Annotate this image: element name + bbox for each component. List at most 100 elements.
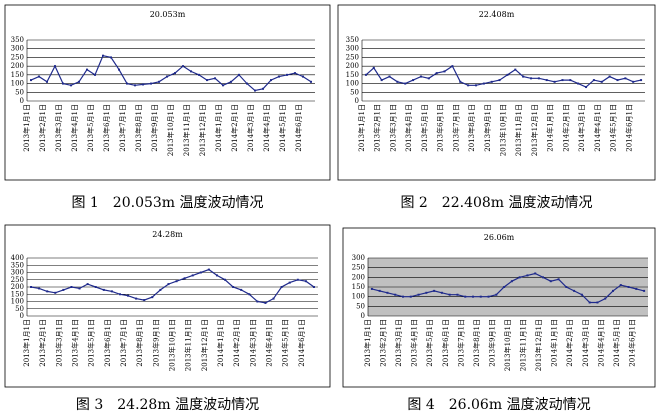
data-point: [380, 79, 383, 82]
data-point: [619, 284, 622, 287]
y-tick-label: 50: [15, 305, 24, 313]
data-point: [561, 79, 564, 82]
data-point: [296, 278, 299, 281]
data-point: [118, 68, 120, 71]
x-tick-label: 2013年12月1日: [530, 104, 539, 156]
data-point: [479, 295, 482, 298]
data-point: [451, 65, 454, 68]
y-tick-label: 250: [346, 53, 359, 61]
x-tick-label: 2013年1月1日: [22, 319, 31, 367]
data-point: [600, 80, 603, 83]
y-tick-label: 300: [11, 45, 24, 53]
data-point: [396, 80, 399, 83]
data-point: [78, 80, 80, 83]
data-point: [542, 276, 544, 279]
data-point: [417, 293, 420, 296]
x-tick-label: 2014年3月1日: [246, 104, 255, 152]
data-point: [530, 77, 533, 80]
data-point: [248, 293, 251, 296]
y-tick-label: 300: [11, 269, 24, 277]
x-tick-label: 2013年7月1日: [118, 104, 127, 152]
x-tick-label: 2013年8月1日: [472, 319, 481, 367]
y-tick-label: 200: [346, 62, 359, 70]
x-tick-label: 2013年9月1日: [150, 104, 159, 152]
x-tick-label: 2013年1月1日: [363, 319, 372, 367]
data-point: [448, 293, 451, 296]
y-tick-label: 300: [352, 254, 365, 262]
caption: 图 4 26.06m 温度波动情况: [407, 397, 590, 413]
x-tick-label: 2014年2月1日: [561, 104, 570, 152]
data-point: [506, 73, 509, 76]
data-point: [627, 286, 630, 288]
data-point: [175, 280, 178, 283]
data-point: [312, 286, 315, 288]
data-point: [70, 84, 72, 87]
data-point: [553, 80, 556, 83]
x-tick-label: 2013年5月1日: [87, 319, 96, 367]
data-point: [206, 79, 208, 82]
y-tick-label: 0: [20, 97, 24, 105]
x-tick-label: 2014年2月1日: [232, 319, 241, 367]
data-point: [54, 291, 57, 294]
caption: 图 3 24.28m 温度波动情况: [76, 397, 259, 413]
x-tick-label: 2014年4月1日: [265, 319, 274, 367]
x-tick-label: 2014年3月1日: [577, 104, 586, 152]
x-tick-label: 2014年2月1日: [230, 104, 239, 152]
data-point: [127, 294, 130, 297]
data-point: [102, 54, 104, 57]
data-point: [549, 280, 552, 283]
chart-title: 22.408m: [479, 10, 515, 19]
data-point: [310, 80, 312, 83]
data-point: [302, 75, 304, 78]
x-tick-label: 2013年10月1日: [168, 319, 177, 371]
x-tick-label: 2013年2月1日: [38, 319, 47, 367]
data-point: [240, 288, 243, 291]
data-point: [262, 87, 264, 90]
x-tick-label: 2013年9月1日: [483, 104, 492, 152]
data-point: [409, 295, 412, 298]
data-point: [199, 271, 202, 274]
y-tick-label: 250: [11, 53, 24, 61]
data-point: [110, 290, 113, 293]
x-tick-label: 2013年6月1日: [441, 319, 450, 367]
data-point: [640, 79, 643, 82]
data-point: [364, 73, 367, 76]
data-point: [534, 272, 537, 275]
data-point: [110, 56, 112, 59]
y-tick-label: 0: [355, 97, 359, 105]
data-point: [102, 288, 105, 291]
x-tick-label: 2014年4月1日: [596, 319, 605, 367]
data-point: [482, 82, 485, 85]
data-point: [207, 268, 210, 271]
data-point: [191, 274, 194, 277]
data-point: [174, 72, 176, 75]
x-tick-label: 2013年5月1日: [86, 104, 95, 152]
data-point: [386, 291, 389, 294]
data-point: [222, 84, 224, 87]
data-point: [474, 84, 477, 87]
data-point: [608, 75, 611, 78]
y-tick-label: 150: [11, 290, 24, 298]
y-tick-label: 400: [11, 254, 24, 262]
data-point: [78, 287, 81, 290]
x-tick-label: 2013年3月1日: [54, 319, 63, 367]
data-point: [94, 73, 96, 76]
data-point: [565, 286, 568, 288]
data-point: [433, 289, 436, 292]
data-point: [569, 79, 572, 82]
data-point: [46, 80, 48, 83]
x-tick-label: 2013年5月1日: [425, 319, 434, 367]
data-point: [256, 300, 259, 303]
data-point: [588, 301, 591, 304]
data-point: [254, 89, 256, 92]
data-point: [304, 280, 307, 283]
data-point: [378, 289, 381, 292]
x-tick-label: 2014年6月1日: [627, 319, 636, 367]
data-point: [54, 65, 56, 68]
y-tick-label: 50: [15, 88, 24, 96]
data-point: [280, 286, 283, 288]
x-tick-label: 2013年10月1日: [499, 104, 508, 156]
data-point: [596, 301, 599, 304]
data-point: [38, 287, 41, 290]
data-point: [427, 77, 430, 80]
